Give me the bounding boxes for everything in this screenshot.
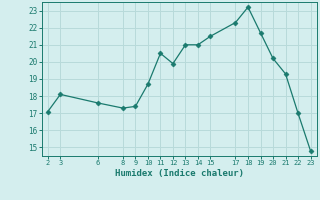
X-axis label: Humidex (Indice chaleur): Humidex (Indice chaleur) bbox=[115, 169, 244, 178]
